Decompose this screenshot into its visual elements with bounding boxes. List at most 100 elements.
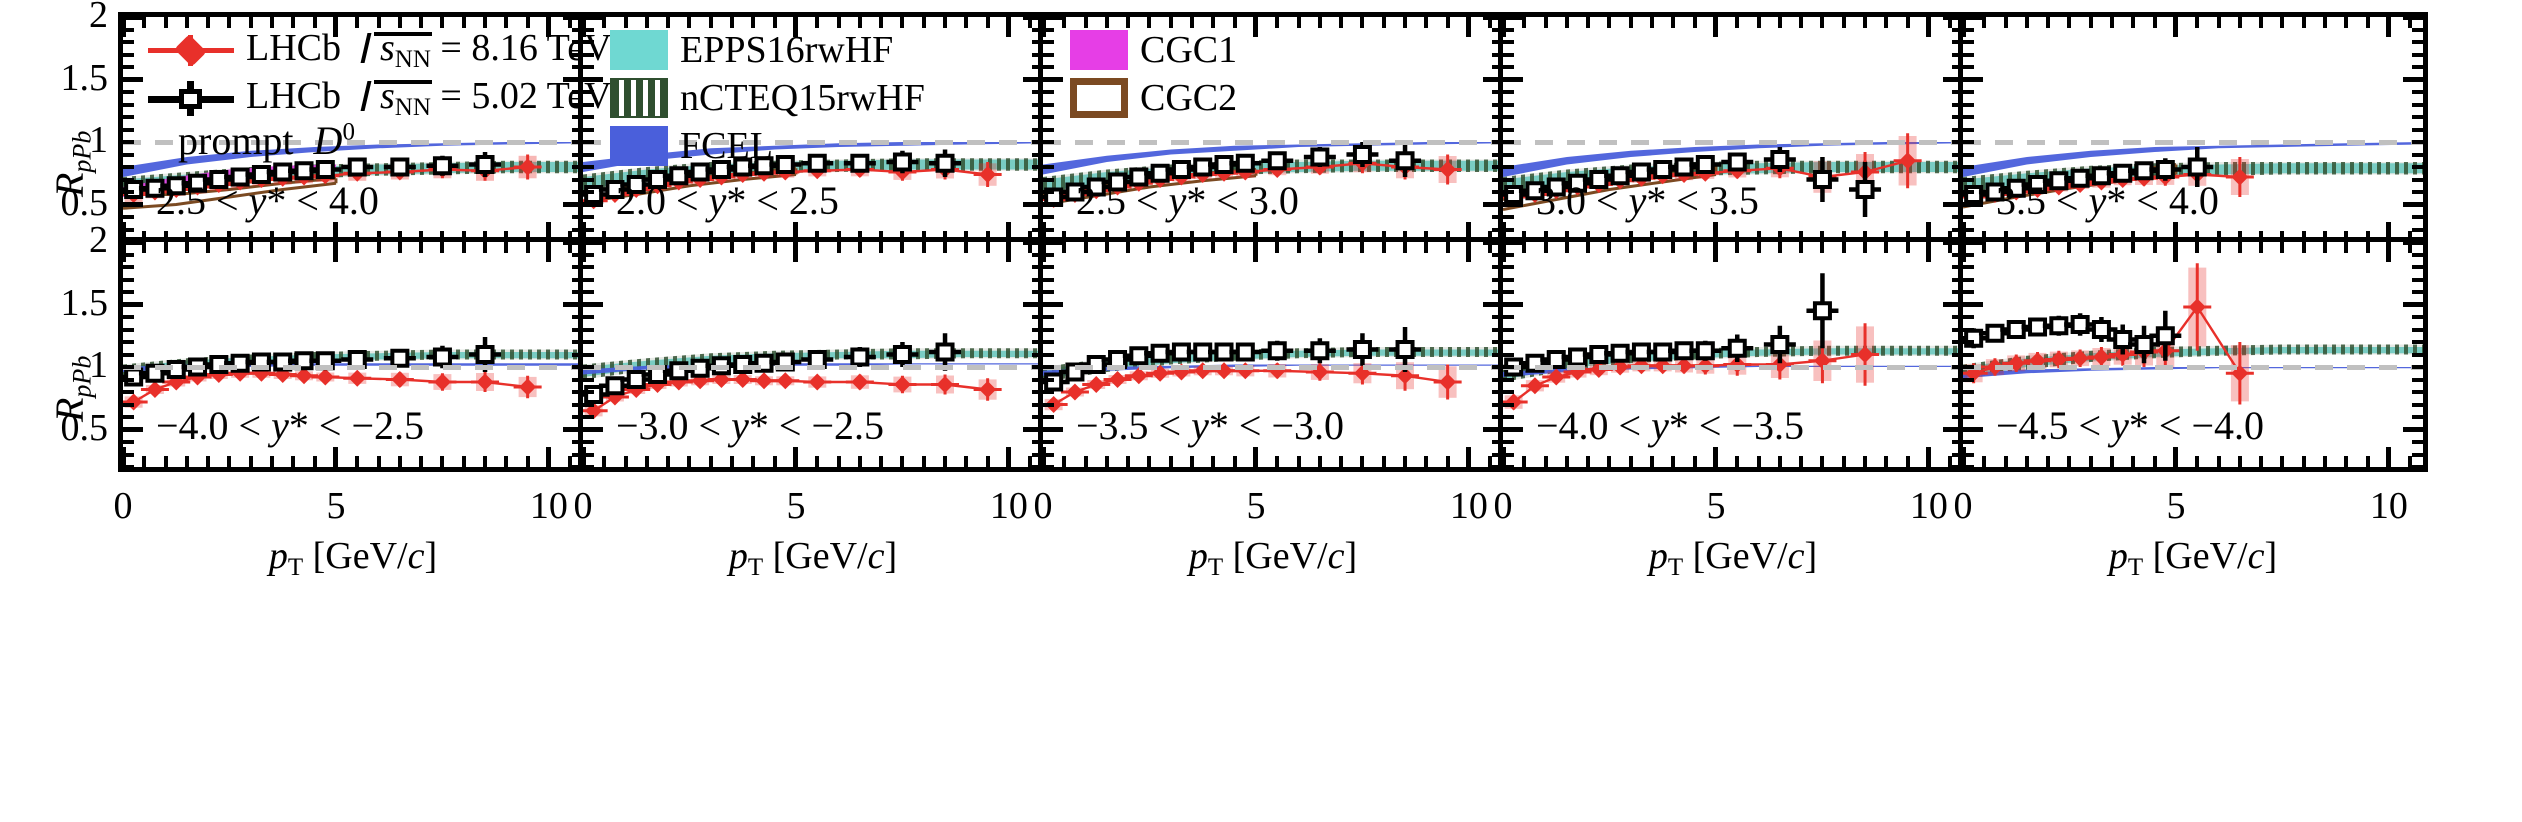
y-tick <box>123 427 143 432</box>
x-tick <box>1820 231 1825 242</box>
x-tick <box>1445 456 1450 467</box>
y-tick <box>1503 52 1514 57</box>
y-tick <box>1963 227 1974 232</box>
y-tick <box>1043 315 1054 319</box>
x-tick <box>921 17 926 28</box>
x-tick <box>1381 456 1386 467</box>
x-tick <box>1522 242 1527 253</box>
x-tick <box>2088 17 2093 28</box>
x-tick <box>1671 242 1676 253</box>
y-tick <box>572 177 583 182</box>
x-tick <box>291 231 296 242</box>
y-tick <box>1952 402 1963 407</box>
x-tick <box>2386 242 2392 262</box>
y-tick <box>2403 427 2423 432</box>
x-tick <box>1586 17 1591 28</box>
y-tick <box>123 242 143 245</box>
y-tick <box>583 215 594 219</box>
x-tick <box>666 17 671 28</box>
x-tick-label: 10 <box>1449 485 1488 527</box>
rapidity-label-p1: 2.5 < y* < 4.0 <box>156 178 379 223</box>
y-tick <box>1503 327 1514 332</box>
x-tick <box>2280 17 2285 28</box>
x-tick <box>772 456 777 467</box>
y-tick <box>2412 227 2423 232</box>
y-tick <box>123 177 134 182</box>
x-axis-title: pT [GeV/c] <box>1188 535 1358 581</box>
y-tick <box>1043 215 1054 219</box>
y-tick <box>123 115 134 119</box>
y-tick <box>2412 352 2423 357</box>
x-tick <box>546 447 552 467</box>
y-tick <box>1963 152 1974 157</box>
x-tick <box>900 242 905 253</box>
legend-label-model-a-1: nCTEQ15rwHF <box>680 77 925 119</box>
y-tick <box>1952 227 1963 232</box>
x-tick <box>184 231 189 242</box>
series-lhcb-816-p6 <box>123 364 542 411</box>
x-tick <box>1360 456 1365 467</box>
x-tick <box>1841 456 1846 467</box>
y-tick <box>1032 315 1043 319</box>
x-tick <box>1503 222 1506 242</box>
x-tick <box>2195 456 2200 467</box>
x-tick <box>1841 231 1846 242</box>
y-tick <box>123 252 134 257</box>
x-tick <box>142 231 147 242</box>
y-tick <box>1952 127 1963 132</box>
x-tick <box>2323 17 2328 28</box>
panel-p9 <box>1498 237 1968 472</box>
x-axis-title: pT [GeV/c] <box>268 535 438 581</box>
y-tick <box>2412 127 2423 132</box>
y-tick <box>1492 165 1503 169</box>
x-tick <box>1424 456 1429 467</box>
x-tick <box>1713 17 1719 37</box>
series-lhcb-502-p3 <box>1043 142 1422 207</box>
y-tick-label: 1 <box>89 119 108 161</box>
x-axis-title: pT [GeV/c] <box>1648 535 1818 581</box>
x-tick <box>1062 456 1067 467</box>
x-tick <box>1841 17 1846 28</box>
x-tick <box>483 17 488 28</box>
x-tick <box>1982 456 1987 467</box>
y-tick-label: 1.5 <box>60 56 109 99</box>
x-tick <box>568 456 573 467</box>
x-tick <box>2088 231 2093 242</box>
x-tick <box>2280 231 2285 242</box>
x-tick <box>1104 17 1109 28</box>
y-tick <box>1043 440 1054 444</box>
x-tick <box>1982 17 1987 28</box>
y-tick <box>1032 27 1043 32</box>
x-tick <box>1905 17 1910 28</box>
y-tick <box>1043 27 1054 32</box>
x-tick <box>248 231 253 242</box>
unity-line-p10 <box>1963 365 2423 370</box>
y-tick <box>2403 202 2423 207</box>
x-tick <box>163 231 168 242</box>
y-tick <box>1032 252 1043 257</box>
y-tick <box>1952 452 1963 457</box>
y-tick <box>2412 252 2423 257</box>
y-tick <box>1963 265 1974 269</box>
x-tick <box>708 231 713 242</box>
y-tick <box>1952 252 1963 257</box>
y-tick <box>572 402 583 407</box>
x-tick <box>2216 242 2221 253</box>
x-tick <box>1926 447 1932 467</box>
y-tick <box>1032 415 1043 419</box>
x-tick <box>1360 17 1365 28</box>
y-tick <box>583 27 594 32</box>
y-tick <box>1492 227 1503 232</box>
y-tick <box>572 27 583 32</box>
x-tick <box>184 242 189 253</box>
x-tick <box>1424 231 1429 242</box>
x-tick <box>943 17 948 28</box>
x-tick <box>2365 456 2370 467</box>
series-lhcb-502-p2 <box>583 149 962 204</box>
x-tick <box>1982 231 1987 242</box>
x-tick <box>2195 17 2200 28</box>
y-tick <box>1032 190 1043 194</box>
y-tick <box>1952 90 1963 94</box>
y-tick <box>2412 27 2423 32</box>
x-tick <box>2152 456 2157 467</box>
